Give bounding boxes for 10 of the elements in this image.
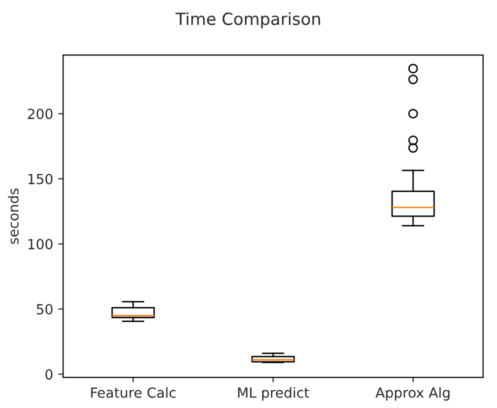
x-tick-label: Approx Alg xyxy=(375,387,450,401)
x-tick-label: ML predict xyxy=(238,387,310,401)
y-tick-label: 200 xyxy=(28,108,52,120)
y-axis-title: seconds xyxy=(8,188,19,244)
y-tick-label: 50 xyxy=(36,304,52,315)
y-tick-label: 150 xyxy=(28,174,52,184)
chart-title: Time Comparison xyxy=(176,12,320,28)
y-tick-label: 0 xyxy=(45,369,52,380)
y-tick-label: 100 xyxy=(28,238,52,250)
x-tick-label: Feature Calc xyxy=(91,387,176,398)
